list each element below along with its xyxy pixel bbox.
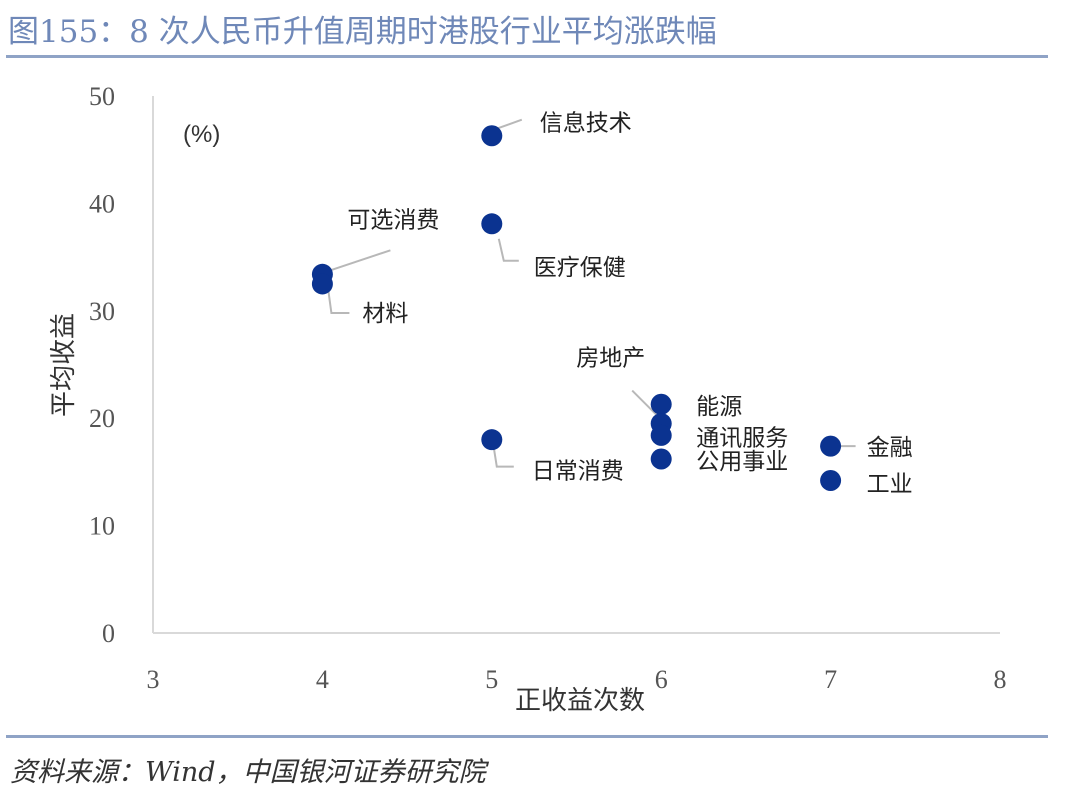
source-rule (6, 735, 1048, 738)
point-label: 日常消费 (532, 459, 624, 485)
data-point (820, 435, 842, 457)
x-tick-label: 7 (824, 665, 837, 694)
x-tick-label: 8 (994, 665, 1007, 694)
y-tick-label: 10 (89, 512, 115, 541)
data-point (650, 448, 672, 470)
data-point (481, 213, 503, 235)
y-tick-label: 50 (89, 82, 115, 111)
unit-label: (%) (183, 121, 220, 148)
point-label: 医疗保健 (534, 255, 626, 281)
point-label: 房地产 (576, 346, 645, 372)
data-points (311, 125, 842, 491)
data-point (481, 125, 503, 147)
x-tick-label: 3 (147, 665, 160, 694)
y-axis-title: 平均收益 (49, 313, 79, 417)
point-label: 可选消费 (347, 207, 439, 233)
data-point (650, 393, 672, 415)
data-point (820, 469, 842, 491)
point-label: 通讯服务 (696, 425, 788, 451)
y-tick-label: 0 (102, 619, 115, 648)
point-label: 材料 (362, 301, 408, 327)
x-tick-label: 4 (316, 665, 329, 694)
leader-line (327, 290, 350, 314)
point-label: 工业 (867, 471, 913, 497)
point-label: 公用事业 (696, 449, 788, 475)
source-note: 资料来源：Wind，中国银河证券研究院 (10, 757, 486, 788)
title-rule (6, 55, 1048, 58)
figure-title: 图155：8 次人民币升值周期时港股行业平均涨跌幅 (8, 14, 717, 50)
leader-line (497, 238, 519, 262)
x-axis-title: 正收益次数 (515, 686, 645, 716)
point-label: 信息技术 (540, 111, 632, 137)
data-point (311, 273, 333, 295)
y-tick-label: 40 (89, 189, 115, 218)
point-label: 能源 (696, 394, 742, 420)
leader-line (492, 447, 514, 468)
y-tick-label: 20 (89, 404, 115, 433)
x-tick-label: 6 (655, 665, 668, 694)
leader-line (330, 249, 391, 272)
data-point (481, 429, 503, 451)
y-tick-label: 30 (89, 297, 115, 326)
data-point (650, 424, 672, 446)
point-label: 金融 (867, 435, 913, 461)
leader-lines (327, 118, 856, 468)
x-tick-label: 5 (485, 665, 498, 694)
axes: 3 4 5 6 7 8 0 10 20 30 40 50 (89, 82, 1007, 694)
